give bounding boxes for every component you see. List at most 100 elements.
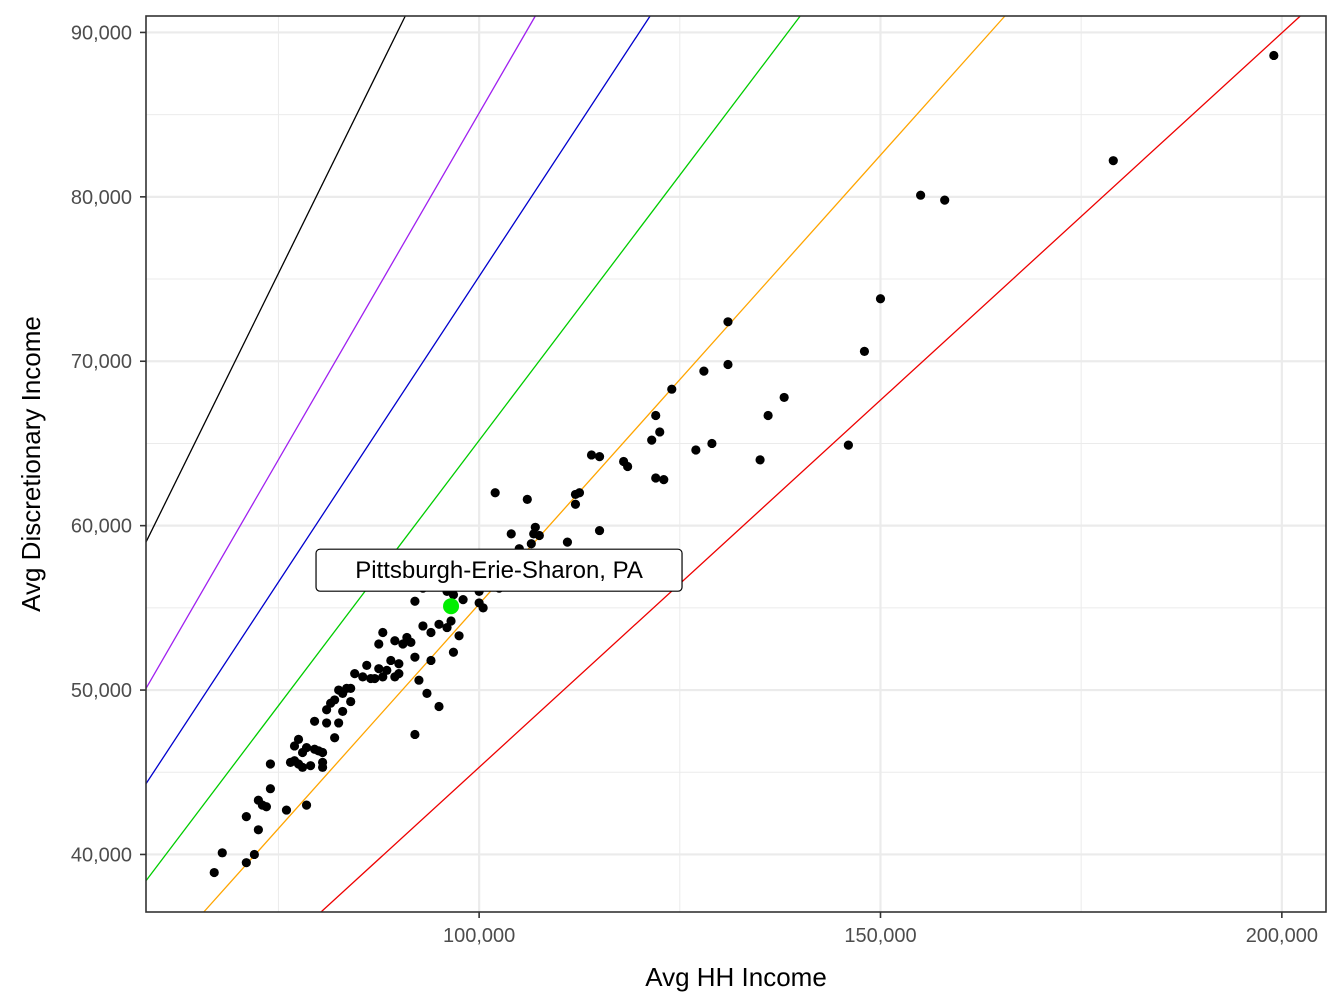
y-tick-label: 60,000: [71, 516, 132, 538]
data-point: [358, 672, 368, 682]
data-point: [723, 359, 733, 370]
data-point: [434, 701, 444, 712]
data-point: [414, 675, 424, 685]
data-point: [699, 366, 709, 376]
data-point: [281, 805, 292, 815]
annotation-box: [315, 548, 683, 592]
data-point: [779, 392, 789, 403]
data-point: [859, 346, 870, 356]
grid-major: [146, 16, 1326, 912]
data-point: [249, 849, 259, 860]
data-point: [338, 706, 348, 717]
data-point: [594, 525, 605, 536]
data-point: [378, 627, 388, 638]
data-point: [406, 637, 416, 647]
data-point: [916, 190, 926, 200]
panel-background: [146, 16, 1326, 912]
data-point: [265, 759, 276, 769]
data-point: [448, 647, 459, 657]
data-point: [426, 655, 436, 666]
data-point: [422, 688, 432, 698]
data-point: [374, 664, 384, 674]
y-tick-label: 90,000: [71, 22, 132, 44]
reference-lines: [145, 15, 1301, 913]
data-point: [522, 494, 532, 504]
x-axis-ticks: 100,000 150,000 200,000: [443, 912, 1318, 947]
data-point: [301, 800, 312, 810]
data-point: [410, 652, 420, 662]
data-points: [209, 50, 1279, 878]
data-point: [374, 639, 384, 649]
data-point: [875, 294, 886, 304]
data-point: [317, 762, 328, 772]
data-point: [478, 603, 488, 613]
reference-line: [145, 15, 651, 785]
data-point: [755, 455, 765, 465]
data-point: [570, 499, 581, 509]
data-point: [651, 410, 661, 421]
data-point: [506, 529, 516, 539]
data-point: [390, 672, 400, 682]
data-point: [458, 595, 468, 605]
data-point: [570, 489, 581, 500]
data-point: [241, 812, 251, 822]
y-axis-ticks: 40,000 50,000 60,000 70,000 80,000 90,000: [71, 22, 146, 866]
data-point: [390, 636, 400, 646]
data-point: [434, 619, 444, 629]
data-point: [285, 757, 296, 767]
data-point: [426, 627, 436, 638]
highlight-point: [443, 598, 460, 615]
data-point: [843, 440, 853, 450]
data-point: [490, 488, 500, 498]
data-point: [655, 427, 665, 437]
data-point: [257, 800, 267, 810]
data-point: [289, 741, 300, 751]
data-point: [529, 529, 539, 539]
data-point: [309, 716, 320, 726]
data-point: [1108, 156, 1118, 166]
data-point: [317, 747, 328, 758]
data-point: [586, 450, 597, 460]
data-point: [398, 639, 408, 649]
data-point: [382, 665, 392, 675]
data-point: [350, 669, 360, 679]
data-point: [454, 631, 464, 641]
data-point: [410, 596, 420, 606]
x-tick-label: 100,000: [443, 925, 515, 947]
y-tick-label: 40,000: [71, 844, 132, 866]
data-point: [334, 718, 344, 728]
data-point: [322, 705, 332, 715]
data-point: [448, 590, 459, 600]
x-tick-label: 150,000: [844, 925, 916, 947]
data-point: [305, 761, 316, 771]
highlight-group: Pittsburgh-Erie-Sharon, PA: [315, 548, 683, 615]
data-point: [647, 435, 657, 445]
data-point: [410, 729, 420, 740]
data-point: [346, 696, 356, 707]
data-point: [418, 621, 428, 631]
data-point: [386, 655, 396, 666]
data-point: [253, 825, 263, 835]
data-point: [659, 475, 669, 485]
reference-line: [145, 15, 536, 689]
reference-line: [145, 15, 801, 882]
panel-border: [145, 15, 1327, 913]
data-point: [241, 858, 251, 868]
data-point: [651, 473, 661, 483]
y-tick-label: 70,000: [71, 351, 132, 373]
reference-line: [203, 15, 1006, 913]
data-point: [940, 195, 950, 205]
y-axis-title: Avg Discretionary Income: [16, 316, 46, 612]
data-point: [326, 698, 336, 708]
reference-line: [320, 15, 1301, 913]
data-point: [265, 784, 276, 794]
data-point: [209, 867, 219, 878]
data-point: [526, 539, 536, 549]
x-axis-title: Avg HH Income: [645, 962, 827, 992]
data-point: [297, 762, 308, 772]
data-point: [297, 747, 308, 758]
grid-minor: [146, 16, 1326, 912]
x-tick-label: 200,000: [1246, 925, 1318, 947]
data-point: [691, 445, 701, 455]
